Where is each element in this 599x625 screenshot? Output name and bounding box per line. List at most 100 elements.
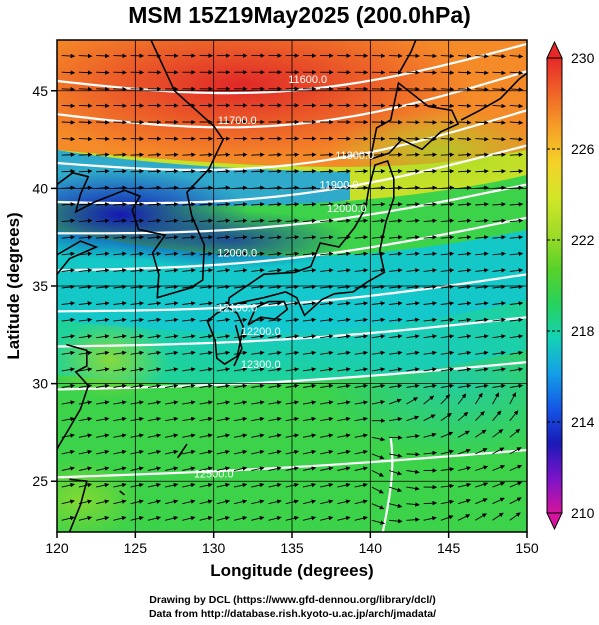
wind-vector [78,400,93,405]
wind-vector [509,367,524,372]
wind-vector [147,202,162,207]
x-tick-label: 135 [280,540,304,556]
wind-vector [251,202,265,207]
wind-vector [268,169,282,174]
wind-vector [78,136,93,142]
wind-vector [302,284,317,290]
wind-vector [475,429,487,438]
wind-vector [61,334,76,339]
wind-vector [457,411,469,422]
wind-vector [165,251,179,257]
wind-vector [251,383,265,389]
wind-vector [337,152,351,157]
wind-vector [492,284,506,290]
wind-vector [199,367,213,372]
wind-vector [130,334,144,339]
wind-vector [354,334,368,339]
contour-label: 11900.0 [320,179,359,191]
wind-vector [251,416,265,422]
wind-vector [320,301,334,306]
wind-vector [113,334,127,339]
wind-vector [96,284,110,290]
wind-vector [61,301,76,306]
wind-vector [113,218,127,224]
wind-vector [233,152,248,157]
wind-vector [406,251,420,257]
contour-label: 12300.0 [241,359,281,371]
wind-vector [440,202,455,207]
wind-vector [233,449,248,455]
wind-vector [458,284,472,290]
wind-vector [268,268,282,273]
wind-vector [251,284,265,290]
wind-vector [147,251,162,257]
wind-vector [302,251,317,257]
wind-vector [182,515,196,521]
wind-vector [147,499,161,505]
wind-vector [78,515,93,521]
colorbar: 230 226 222 218 214 210 [546,40,595,531]
wind-vector [251,515,265,521]
wind-vector [61,367,75,372]
wind-vector [182,152,196,157]
wind-vector [130,482,144,488]
wind-vector [440,218,455,224]
wind-vector [475,152,489,157]
wind-vector [302,301,317,306]
wind-vector [147,235,162,240]
wind-vector [389,317,403,323]
wind-vector [440,412,452,422]
wind-vector [337,400,351,405]
wind-vector [371,169,386,174]
wind-vector [457,498,471,505]
wind-vector [96,251,110,257]
wind-vector [302,334,317,339]
wind-vector [475,482,489,488]
wind-vector [165,334,179,339]
wind-vector [268,202,282,207]
wind-vector [457,430,470,438]
wind-vector [268,334,282,339]
wind-vector [130,400,144,405]
wind-vector [251,449,265,455]
x-axis-label: Longitude (degrees) [210,561,373,580]
wind-vector [509,235,524,240]
wind-vector [78,317,93,323]
wind-vector [96,218,110,224]
coastline-segment [68,478,88,532]
wind-vector [130,433,144,438]
wind-vector [61,86,76,92]
wind-vector [406,317,420,323]
wind-vector [130,235,145,240]
wind-vector [78,433,93,438]
wind-vector [458,87,472,92]
wind-vector [389,268,403,273]
wind-vector [199,383,213,389]
wind-vector [440,136,455,142]
wind-vector [61,202,76,207]
wind-vector [371,470,384,477]
contour-label: 12000.0 [327,203,367,215]
wind-vector [509,218,524,224]
wind-vector [354,350,368,356]
wind-vector [216,466,230,471]
wind-vector [423,235,437,240]
wind-vector [371,436,386,442]
wind-vector [475,284,489,290]
wind-vector [354,449,368,455]
wind-vector [96,466,110,471]
wind-vector [61,251,76,257]
wind-vector [492,301,506,306]
wind-vector [423,251,437,257]
wind-vector [61,383,75,389]
wind-vector [440,169,455,174]
wind-vector [509,103,524,109]
wind-vector [268,152,282,157]
wind-vector [354,218,369,224]
wind-vector [96,103,110,108]
wind-vector [440,301,455,306]
wind-vector [165,317,179,323]
wind-vector [337,499,351,505]
wind-vector [509,152,524,157]
wind-vector [96,152,110,157]
